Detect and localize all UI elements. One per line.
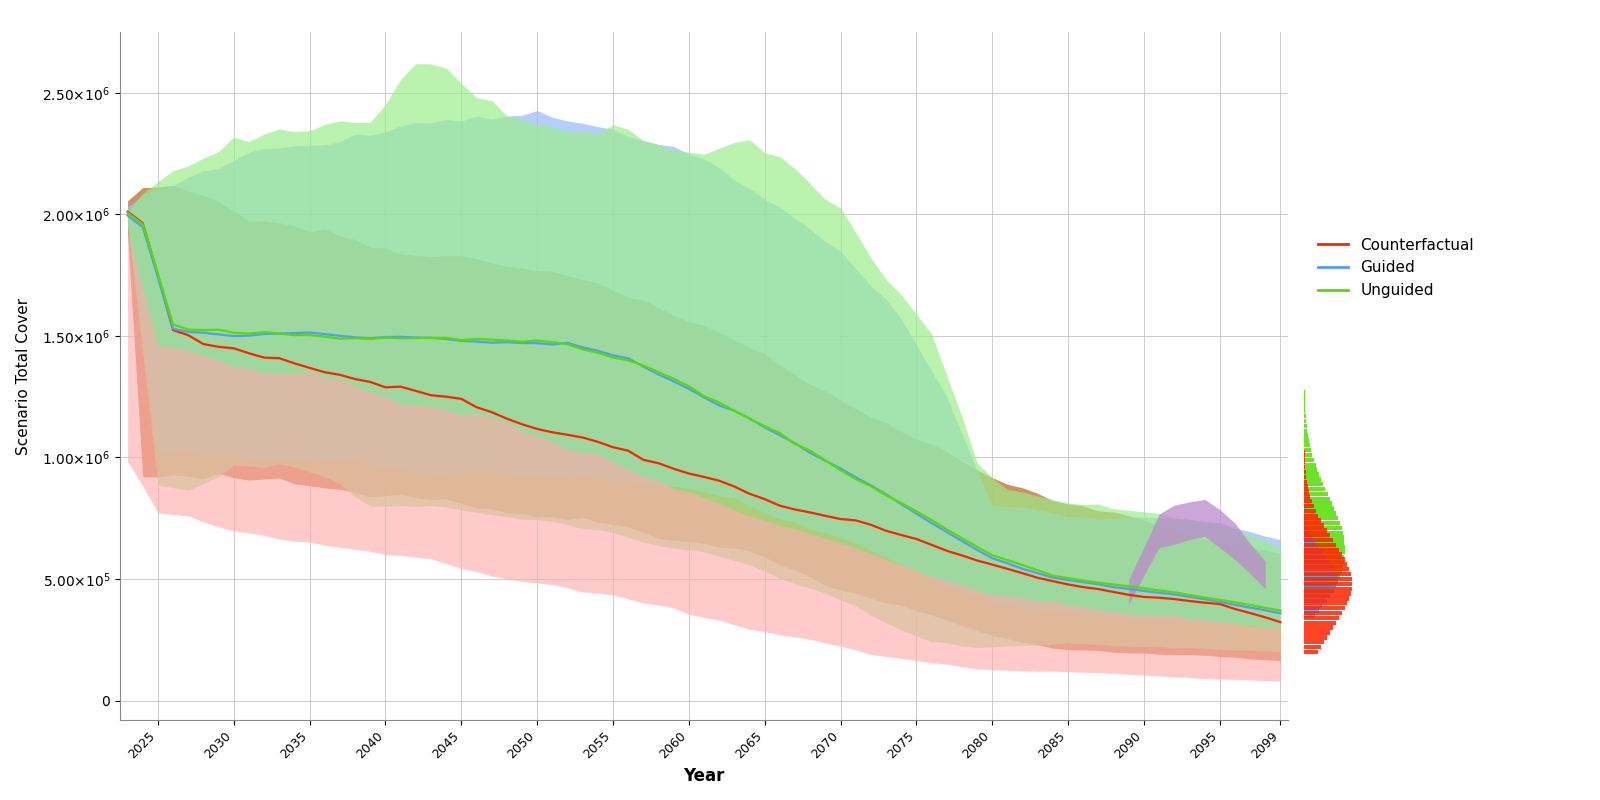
Bar [1304, 603, 1323, 608]
Bar [1304, 614, 1315, 618]
Bar [1304, 443, 1310, 447]
Bar [1304, 570, 1336, 574]
Bar [1304, 570, 1341, 574]
Bar [1304, 462, 1315, 467]
Bar [1304, 560, 1344, 564]
Bar [1304, 490, 1309, 494]
Bar [1304, 470, 1306, 474]
Bar [1304, 530, 1309, 535]
Bar [1304, 516, 1338, 521]
Bar [1304, 550, 1344, 554]
Bar [1304, 589, 1334, 594]
Bar [1304, 448, 1310, 452]
Bar [1304, 577, 1352, 581]
Bar [1304, 621, 1336, 625]
Bar [1304, 553, 1342, 557]
Bar [1304, 567, 1349, 571]
Bar [1304, 472, 1318, 477]
Bar [1304, 492, 1328, 496]
Bar [1304, 504, 1314, 508]
Bar [1304, 474, 1307, 479]
Bar [1304, 414, 1306, 418]
Bar [1304, 609, 1318, 613]
Bar [1304, 572, 1350, 576]
Bar [1304, 606, 1346, 610]
Bar [1304, 535, 1344, 540]
Bar [1304, 518, 1322, 523]
Bar [1304, 528, 1326, 533]
Bar [1304, 546, 1344, 550]
Bar [1304, 645, 1322, 650]
Bar [1304, 579, 1338, 584]
Bar [1304, 546, 1318, 550]
Bar [1304, 562, 1347, 566]
Bar [1304, 533, 1330, 538]
Bar [1304, 494, 1310, 498]
Bar [1304, 477, 1322, 482]
Legend: Counterfactual, Guided, Unguided: Counterfactual, Guided, Unguided [1312, 232, 1480, 304]
Bar [1304, 550, 1323, 554]
Bar [1304, 616, 1339, 620]
Bar [1304, 526, 1307, 530]
Bar [1304, 630, 1330, 634]
Bar [1304, 521, 1306, 526]
Bar [1304, 560, 1331, 564]
Bar [1304, 434, 1309, 438]
Bar [1304, 458, 1314, 462]
Bar [1304, 514, 1318, 518]
Bar [1304, 467, 1317, 472]
Bar [1304, 487, 1325, 491]
Bar [1304, 429, 1307, 433]
Bar [1304, 555, 1326, 559]
Bar [1304, 530, 1342, 535]
Bar [1304, 640, 1323, 644]
Bar [1304, 540, 1315, 545]
X-axis label: Year: Year [683, 767, 725, 785]
Bar [1304, 538, 1333, 542]
Bar [1304, 526, 1341, 530]
Bar [1304, 535, 1312, 540]
Bar [1304, 601, 1347, 606]
Bar [1304, 574, 1338, 578]
Bar [1304, 579, 1338, 584]
Bar [1304, 482, 1323, 486]
Bar [1304, 586, 1352, 591]
Bar [1304, 626, 1333, 630]
Bar [1304, 499, 1312, 503]
Bar [1304, 418, 1306, 423]
Bar [1304, 589, 1334, 594]
Bar [1304, 506, 1334, 510]
Bar [1304, 485, 1309, 489]
Bar [1304, 523, 1323, 528]
Bar [1304, 453, 1312, 457]
Bar [1304, 565, 1334, 569]
Bar [1304, 479, 1307, 484]
Bar [1304, 635, 1326, 639]
Bar [1304, 555, 1344, 559]
Bar [1304, 540, 1344, 545]
Y-axis label: Scenario Total Cover: Scenario Total Cover [16, 298, 32, 454]
Bar [1304, 584, 1336, 589]
Bar [1304, 574, 1341, 578]
Bar [1304, 565, 1342, 569]
Bar [1304, 650, 1318, 654]
Bar [1304, 591, 1350, 596]
Bar [1304, 558, 1346, 562]
Bar [1304, 548, 1339, 552]
Bar [1304, 424, 1307, 428]
Bar [1304, 582, 1352, 586]
Bar [1304, 521, 1341, 526]
Bar [1304, 584, 1336, 589]
Bar [1304, 509, 1315, 513]
Bar [1304, 497, 1330, 501]
Bar [1304, 596, 1349, 601]
Bar [1304, 502, 1333, 506]
Bar [1304, 511, 1336, 515]
Bar [1304, 542, 1336, 547]
Bar [1304, 611, 1342, 615]
Bar [1304, 438, 1309, 442]
Bar [1304, 594, 1331, 598]
Bar [1304, 598, 1326, 603]
